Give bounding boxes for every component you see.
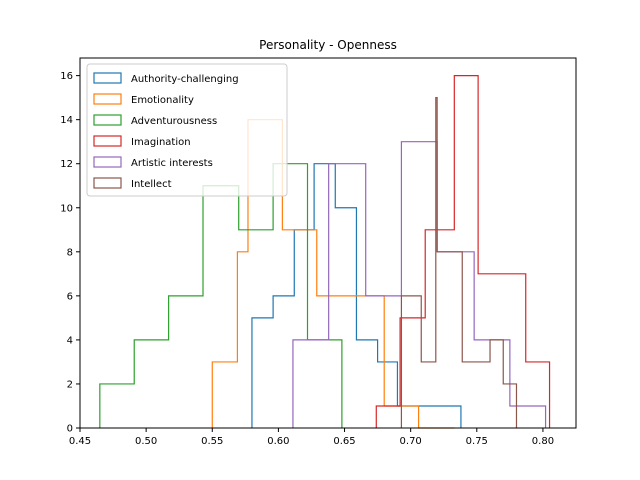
y-axis: 0 2 4 6 8 10 12 14 16 — [60, 71, 80, 435]
y-tick-label: 8 — [67, 247, 73, 258]
x-tick-label: 0.65 — [333, 436, 355, 447]
x-tick-label: 0.55 — [201, 436, 223, 447]
y-tick-label: 10 — [60, 203, 73, 214]
legend-label-5: Intellect — [131, 179, 172, 190]
legend-swatch-4 — [93, 156, 122, 168]
legend-label-3: Imagination — [131, 137, 191, 148]
x-tick-label: 0.70 — [400, 436, 422, 447]
legend-label-4: Artistic interests — [131, 158, 213, 169]
x-axis: 0.45 0.50 0.55 0.60 0.65 0.70 0.75 0.80 — [69, 428, 554, 447]
x-tick-label: 0.50 — [135, 436, 157, 447]
y-tick-label: 14 — [60, 115, 73, 126]
chart-title: Personality - Openness — [259, 38, 397, 52]
series-5-step — [400, 97, 518, 428]
y-tick-label: 6 — [67, 291, 73, 302]
y-tick-label: 2 — [67, 379, 73, 390]
legend-swatch-2 — [93, 114, 122, 126]
plot-frame — [79, 57, 577, 429]
y-tick-label: 12 — [60, 159, 73, 170]
x-tick-label: 0.60 — [267, 436, 289, 447]
legend-label-2: Adventurousness — [131, 116, 217, 127]
x-tick-label: 0.80 — [532, 436, 554, 447]
y-tick-label: 16 — [60, 71, 73, 82]
legend-label-0: Authority-challenging — [131, 74, 239, 85]
legend-swatch-5 — [93, 177, 122, 189]
series-3-step — [375, 75, 551, 428]
legend-swatch-0 — [93, 72, 122, 84]
x-tick-label: 0.45 — [69, 436, 91, 447]
y-tick-label: 0 — [67, 424, 73, 435]
y-tick-label: 4 — [67, 335, 73, 346]
x-tick-label: 0.75 — [466, 436, 488, 447]
series-4-step — [292, 141, 547, 428]
legend-swatch-1 — [93, 93, 122, 105]
legend: Authority-challenging Emotionality Adventu… — [86, 63, 288, 197]
legend-swatch-3 — [93, 135, 122, 147]
legend-label-1: Emotionality — [131, 95, 194, 106]
legend-box — [86, 63, 288, 197]
